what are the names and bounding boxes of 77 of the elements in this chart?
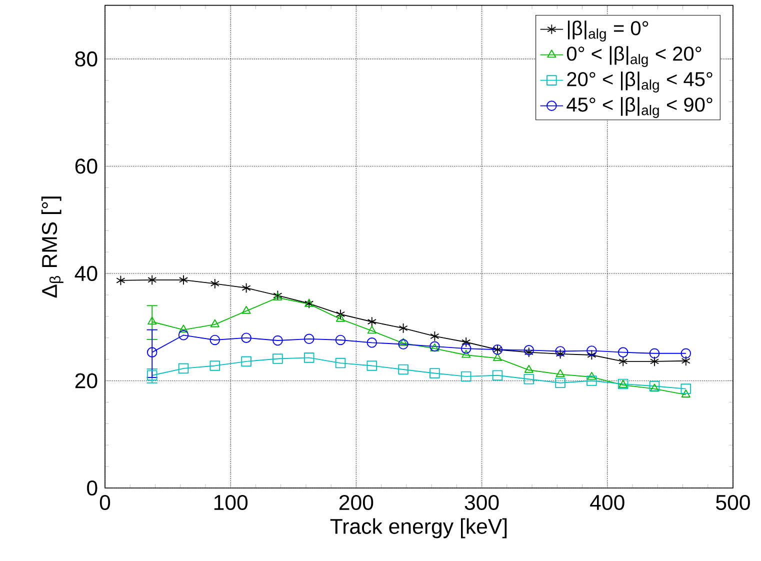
- point: [366, 360, 378, 371]
- x-tick-label: 400: [590, 494, 624, 510]
- point: [304, 334, 314, 344]
- point: [272, 354, 283, 364]
- point: [146, 347, 158, 358]
- point: [178, 330, 189, 340]
- point: [430, 331, 440, 342]
- point: [148, 274, 157, 286]
- point: [460, 343, 472, 354]
- point: [398, 323, 408, 334]
- point: [681, 390, 690, 398]
- point: [242, 282, 251, 294]
- y-tick-label: 80: [75, 51, 98, 67]
- point: [586, 346, 597, 356]
- point: [335, 358, 346, 368]
- point: [430, 368, 440, 378]
- point: [335, 334, 346, 346]
- point: [462, 350, 471, 358]
- point: [366, 338, 378, 348]
- point: [649, 380, 660, 392]
- point: [398, 338, 408, 346]
- y-tick-label: 0: [87, 480, 98, 496]
- point: [210, 319, 220, 328]
- point: [210, 278, 220, 289]
- point: [492, 353, 502, 362]
- point: [556, 369, 565, 378]
- x-axis-title: Track energy [keV]: [330, 518, 507, 538]
- point: [650, 356, 660, 367]
- point: [367, 316, 376, 327]
- x-tick-label: 0: [100, 494, 110, 510]
- x-tick-label: 500: [716, 494, 750, 510]
- point: [398, 364, 408, 375]
- legend-label: 45° < |β|$_{alg}$ < 90°: [566, 97, 712, 118]
- point: [242, 306, 251, 314]
- point: [178, 324, 188, 333]
- point: [462, 336, 471, 348]
- y-tick-label: 40: [74, 266, 98, 282]
- point: [524, 374, 534, 384]
- point: [587, 350, 596, 360]
- point: [178, 274, 188, 286]
- y-tick-label: 20: [75, 373, 98, 388]
- point: [367, 326, 376, 334]
- point: [241, 356, 252, 367]
- point: [241, 332, 252, 343]
- point: [492, 370, 503, 381]
- point: [210, 360, 220, 371]
- point: [587, 372, 596, 380]
- point: [556, 348, 565, 360]
- legend-label: |β|$_{alg}$ = 0°: [568, 20, 648, 42]
- point: [304, 352, 314, 363]
- point: [336, 314, 346, 322]
- point: [398, 339, 408, 350]
- y-tick-label: 60: [75, 158, 98, 174]
- point: [524, 364, 534, 373]
- point: [555, 346, 566, 356]
- point: [618, 347, 628, 358]
- point: [586, 376, 597, 386]
- point: [649, 348, 660, 359]
- point: [680, 384, 692, 394]
- x-tick-label: 300: [464, 494, 499, 510]
- point: [272, 335, 283, 346]
- legend-label: 0° < |β|$_{alg}$ < 20°: [566, 46, 702, 68]
- point: [336, 309, 346, 320]
- point: [555, 378, 566, 388]
- point: [178, 363, 189, 374]
- y-axis-title: Δ$_{β}$ RMS [°]: [41, 196, 64, 298]
- point: [681, 356, 690, 366]
- point: [210, 334, 220, 346]
- point: [680, 348, 692, 359]
- point: [650, 384, 660, 392]
- point: [116, 275, 126, 286]
- point: [148, 316, 157, 325]
- x-tick-label: 200: [339, 494, 374, 510]
- point: [460, 371, 472, 382]
- x-tick-label: 100: [214, 494, 248, 510]
- point: [618, 356, 628, 367]
- legend-label: 20° < |β|$_{alg}$ < 45°: [567, 72, 712, 92]
